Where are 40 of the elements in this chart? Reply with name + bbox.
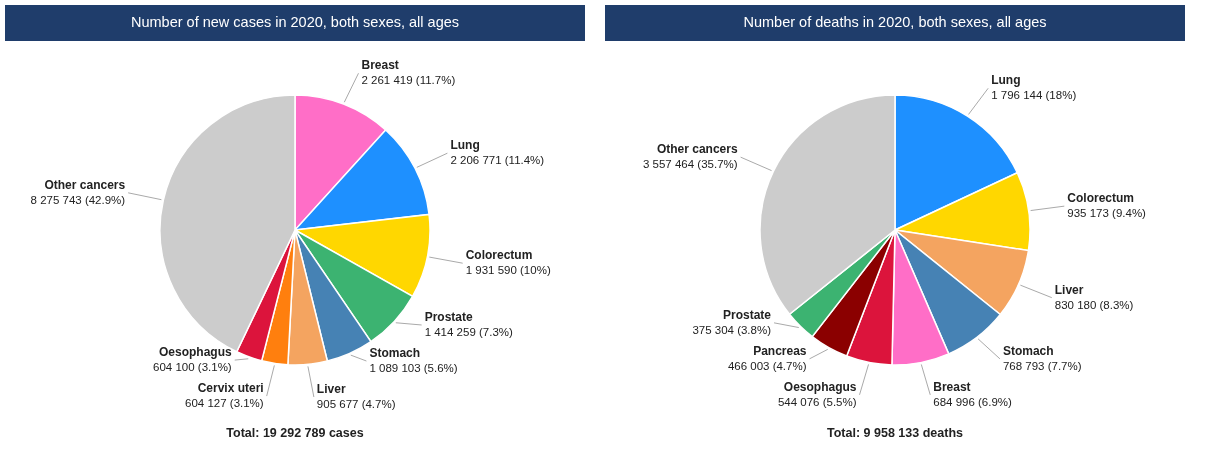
data-label: 2 206 771 (11.4%): [450, 154, 545, 167]
slice-label: Other cancers: [656, 142, 738, 157]
data-label: 768 793 (7.7%): [1002, 359, 1082, 372]
data-label: 684 996 (6.9%): [933, 395, 1013, 408]
slice-label: Prostate: [424, 310, 473, 324]
data-label: 375 304 (3.8%): [692, 323, 772, 336]
data-label: 1 414 259 (7.3%): [424, 326, 514, 338]
slice-label: Pancreas: [753, 343, 807, 358]
data-label: 3 557 464 (35.7%): [642, 158, 738, 171]
data-label: 466 003 (4.7%): [727, 359, 807, 372]
slice-label: Liver: [316, 382, 346, 396]
slice-label: Breast: [933, 379, 971, 394]
data-label: 905 677 (4.7%): [316, 398, 396, 410]
slice-label: Liver: [1054, 282, 1084, 297]
data-label: 1 931 590 (10%): [465, 264, 551, 277]
chart-title: Number of deaths in 2020, both sexes, all ages: [743, 14, 1047, 30]
data-label: 830 180 (8.3%): [1054, 298, 1134, 311]
slice-label: Prostate: [722, 307, 772, 322]
slice-label: Cervix uteri: [197, 381, 264, 396]
data-label: 8 275 743 (42.9%): [30, 193, 126, 206]
data-label: 544 076 (5.5%): [777, 395, 857, 408]
data-label: 2 261 419 (11.7%): [361, 74, 456, 87]
data-label: 604 127 (3.1%): [185, 397, 264, 410]
data-label: 1 089 103 (5.6%): [369, 362, 458, 374]
data-label: 604 100 (3.1%): [153, 361, 232, 374]
slice-label: Lung: [991, 73, 1021, 88]
slice-label: Colorectum: [1067, 191, 1134, 206]
slice-label: Stomach: [369, 346, 421, 360]
slice-label: Colorectum: [465, 248, 533, 263]
slice-label: Stomach: [1002, 343, 1054, 358]
slice-label: Breast: [361, 58, 399, 73]
data-label: 1 796 144 (18%): [991, 89, 1077, 102]
chart-title: Number of new cases in 2020, both sexes, all ages: [130, 14, 460, 30]
text: Total: 9 958 133 deaths: [827, 426, 964, 440]
slice-label: Other cancers: [44, 177, 126, 192]
slice-label: Lung: [450, 138, 480, 153]
data-label: 935 173 (9.4%): [1067, 207, 1147, 220]
text: Total: 19 292 789 cases: [226, 426, 364, 440]
slice-label: Oesophagus: [783, 379, 857, 394]
slice-label: Oesophagus: [159, 345, 233, 360]
